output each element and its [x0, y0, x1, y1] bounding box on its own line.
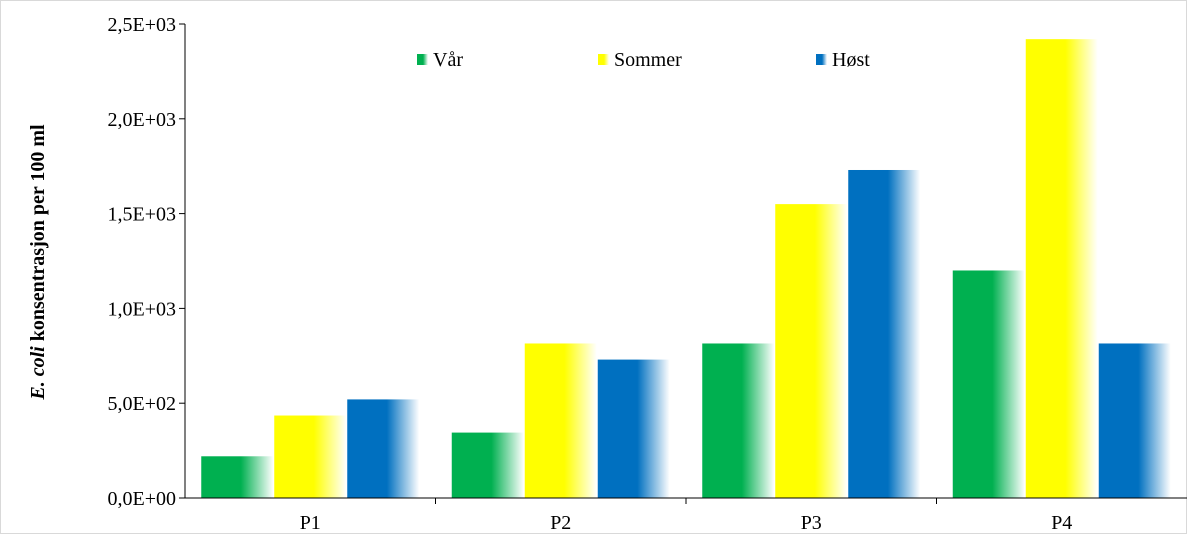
y-tick-label: 0,0E+00	[108, 488, 177, 510]
x-tick-label: P1	[300, 512, 321, 534]
y-tick-label: 1,0E+03	[108, 298, 177, 320]
bar	[451, 432, 524, 498]
bar	[274, 415, 347, 498]
x-tick-label: P3	[801, 512, 822, 534]
bar	[1098, 343, 1171, 498]
legend-label: Høst	[832, 49, 870, 71]
bar	[1025, 39, 1098, 498]
legend-swatch	[598, 54, 609, 65]
y-axis-label-italic: E. coli	[27, 346, 49, 401]
x-tick-label: P2	[550, 512, 571, 534]
legend-swatch	[816, 54, 827, 65]
legend-swatch	[417, 54, 428, 65]
y-tick-label: 5,0E+02	[108, 393, 177, 415]
bar	[524, 343, 597, 498]
bar	[702, 343, 775, 498]
y-axis-label-rest: konsentrasjon per 100 ml	[27, 124, 49, 346]
legend-label: Vår	[433, 49, 463, 71]
bar	[597, 359, 670, 498]
bar	[201, 456, 274, 498]
bar	[952, 270, 1025, 498]
bar	[775, 204, 848, 498]
x-tick-label: P4	[1051, 512, 1072, 534]
y-axis-label: E. coli konsentrasjon per 100 ml	[27, 124, 49, 401]
bar	[848, 169, 921, 498]
y-tick-label: 2,0E+03	[108, 109, 177, 131]
legend-label: Sommer	[614, 49, 682, 71]
y-tick-label: 1,5E+03	[108, 204, 177, 226]
y-tick-label: 2,5E+03	[108, 14, 177, 36]
bar	[347, 399, 420, 498]
